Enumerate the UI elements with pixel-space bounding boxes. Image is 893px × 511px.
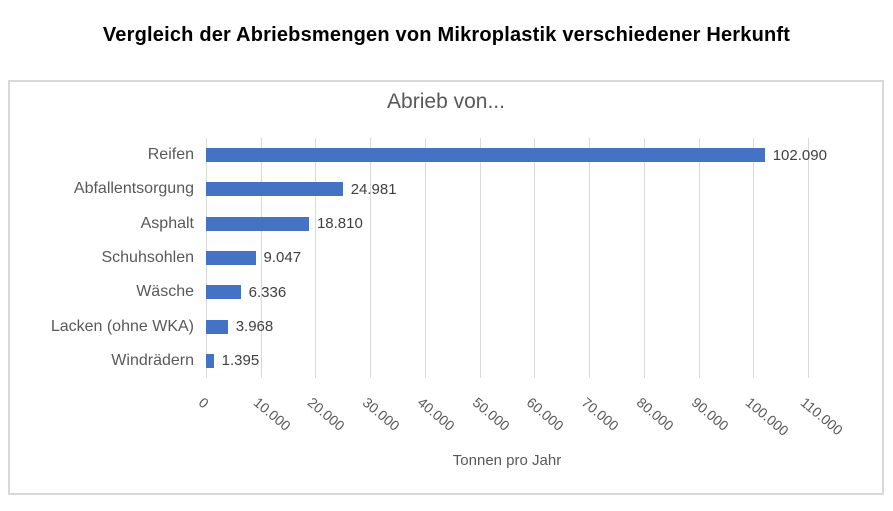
bar-row: 24.981 (206, 172, 808, 206)
x-tick-label: 30.000 (359, 394, 403, 434)
gridline (753, 138, 755, 378)
bar-0 (206, 148, 765, 163)
bar-6 (206, 353, 214, 368)
data-label: 6.336 (248, 283, 287, 301)
bar-row: 9.047 (206, 241, 808, 275)
bar-4 (206, 285, 241, 300)
bar-3 (206, 250, 256, 265)
category-label: Reifen (147, 146, 194, 164)
gridline (534, 138, 536, 378)
data-label: 24.981 (350, 180, 397, 198)
gridline (370, 138, 372, 378)
data-label: 1.395 (221, 352, 260, 370)
x-tick-label: 70.000 (578, 394, 622, 434)
gridline (589, 138, 591, 378)
x-tick-label: 10.000 (250, 394, 294, 434)
gridline (808, 138, 809, 378)
category-label: Abfallentsorgung (73, 180, 194, 198)
x-tick-label: 40.000 (414, 394, 458, 434)
page-title: Vergleich der Abriebsmengen von Mikropla… (102, 24, 791, 46)
bar-2 (206, 216, 309, 231)
gridline (424, 138, 426, 378)
gridline (315, 138, 317, 378)
chart-title: Abrieb von... (387, 90, 505, 113)
gridline (260, 138, 262, 378)
category-axis: Reifen Abfallentsorgung Asphalt Schuhsohlen… (10, 138, 194, 378)
x-tick-label: 80.000 (633, 394, 677, 434)
x-tick-label: 50.000 (469, 394, 513, 434)
category-label: Windrädern (111, 351, 194, 369)
bar-row: 3.968 (206, 309, 808, 343)
gridline (643, 138, 645, 378)
bar-row: 1.395 (206, 344, 808, 378)
bar-5 (206, 319, 228, 334)
data-label: 18.810 (316, 215, 363, 233)
plot-area: 102.090 24.981 18.810 9.047 6.336 3.968 1.395 (206, 138, 827, 378)
x-axis-ticks: 0 10.000 20.000 30.000 40.000 50.000 60.000 70.… (196, 394, 846, 454)
data-label: 102.090 (772, 146, 827, 164)
category-label: Schuhsohlen (101, 248, 194, 266)
chart-area: Abrieb von... 102.090 24.981 18.810 9.047 6.… (8, 80, 884, 495)
x-tick-label: 90.000 (688, 394, 732, 434)
x-tick-label: 100.000 (742, 394, 793, 439)
bar-row: 18.810 (206, 207, 808, 241)
data-label: 3.968 (235, 318, 274, 336)
data-label: 9.047 (263, 249, 302, 267)
x-axis-title: Tonnen pro Jahr (452, 452, 562, 469)
category-label: Asphalt (140, 214, 194, 232)
x-tick-label: 0 (195, 394, 212, 412)
bar-row: 6.336 (206, 275, 808, 309)
x-tick-label: 60.000 (524, 394, 568, 434)
x-tick-label: 110.000 (797, 394, 846, 439)
category-label: Wäsche (136, 283, 194, 301)
bar-series: 102.090 24.981 18.810 9.047 6.336 3.968 1.395 (206, 138, 827, 378)
gridline (479, 138, 481, 378)
gridline (698, 138, 700, 378)
category-label: Lacken (ohne WKA) (50, 317, 194, 335)
bar-row: 102.090 (206, 138, 827, 172)
bar-1 (206, 182, 343, 197)
x-tick-label: 20.000 (305, 394, 349, 434)
